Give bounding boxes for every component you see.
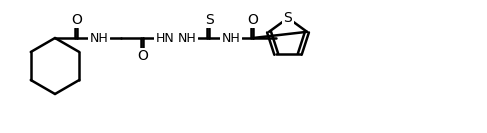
Text: O: O xyxy=(247,13,259,27)
Text: O: O xyxy=(72,13,82,27)
Text: S: S xyxy=(283,11,292,25)
Text: S: S xyxy=(205,13,213,27)
Text: NH: NH xyxy=(178,32,196,45)
Text: HN: HN xyxy=(156,32,174,45)
Text: O: O xyxy=(137,49,149,63)
Text: NH: NH xyxy=(222,32,241,45)
Text: NH: NH xyxy=(90,32,109,45)
